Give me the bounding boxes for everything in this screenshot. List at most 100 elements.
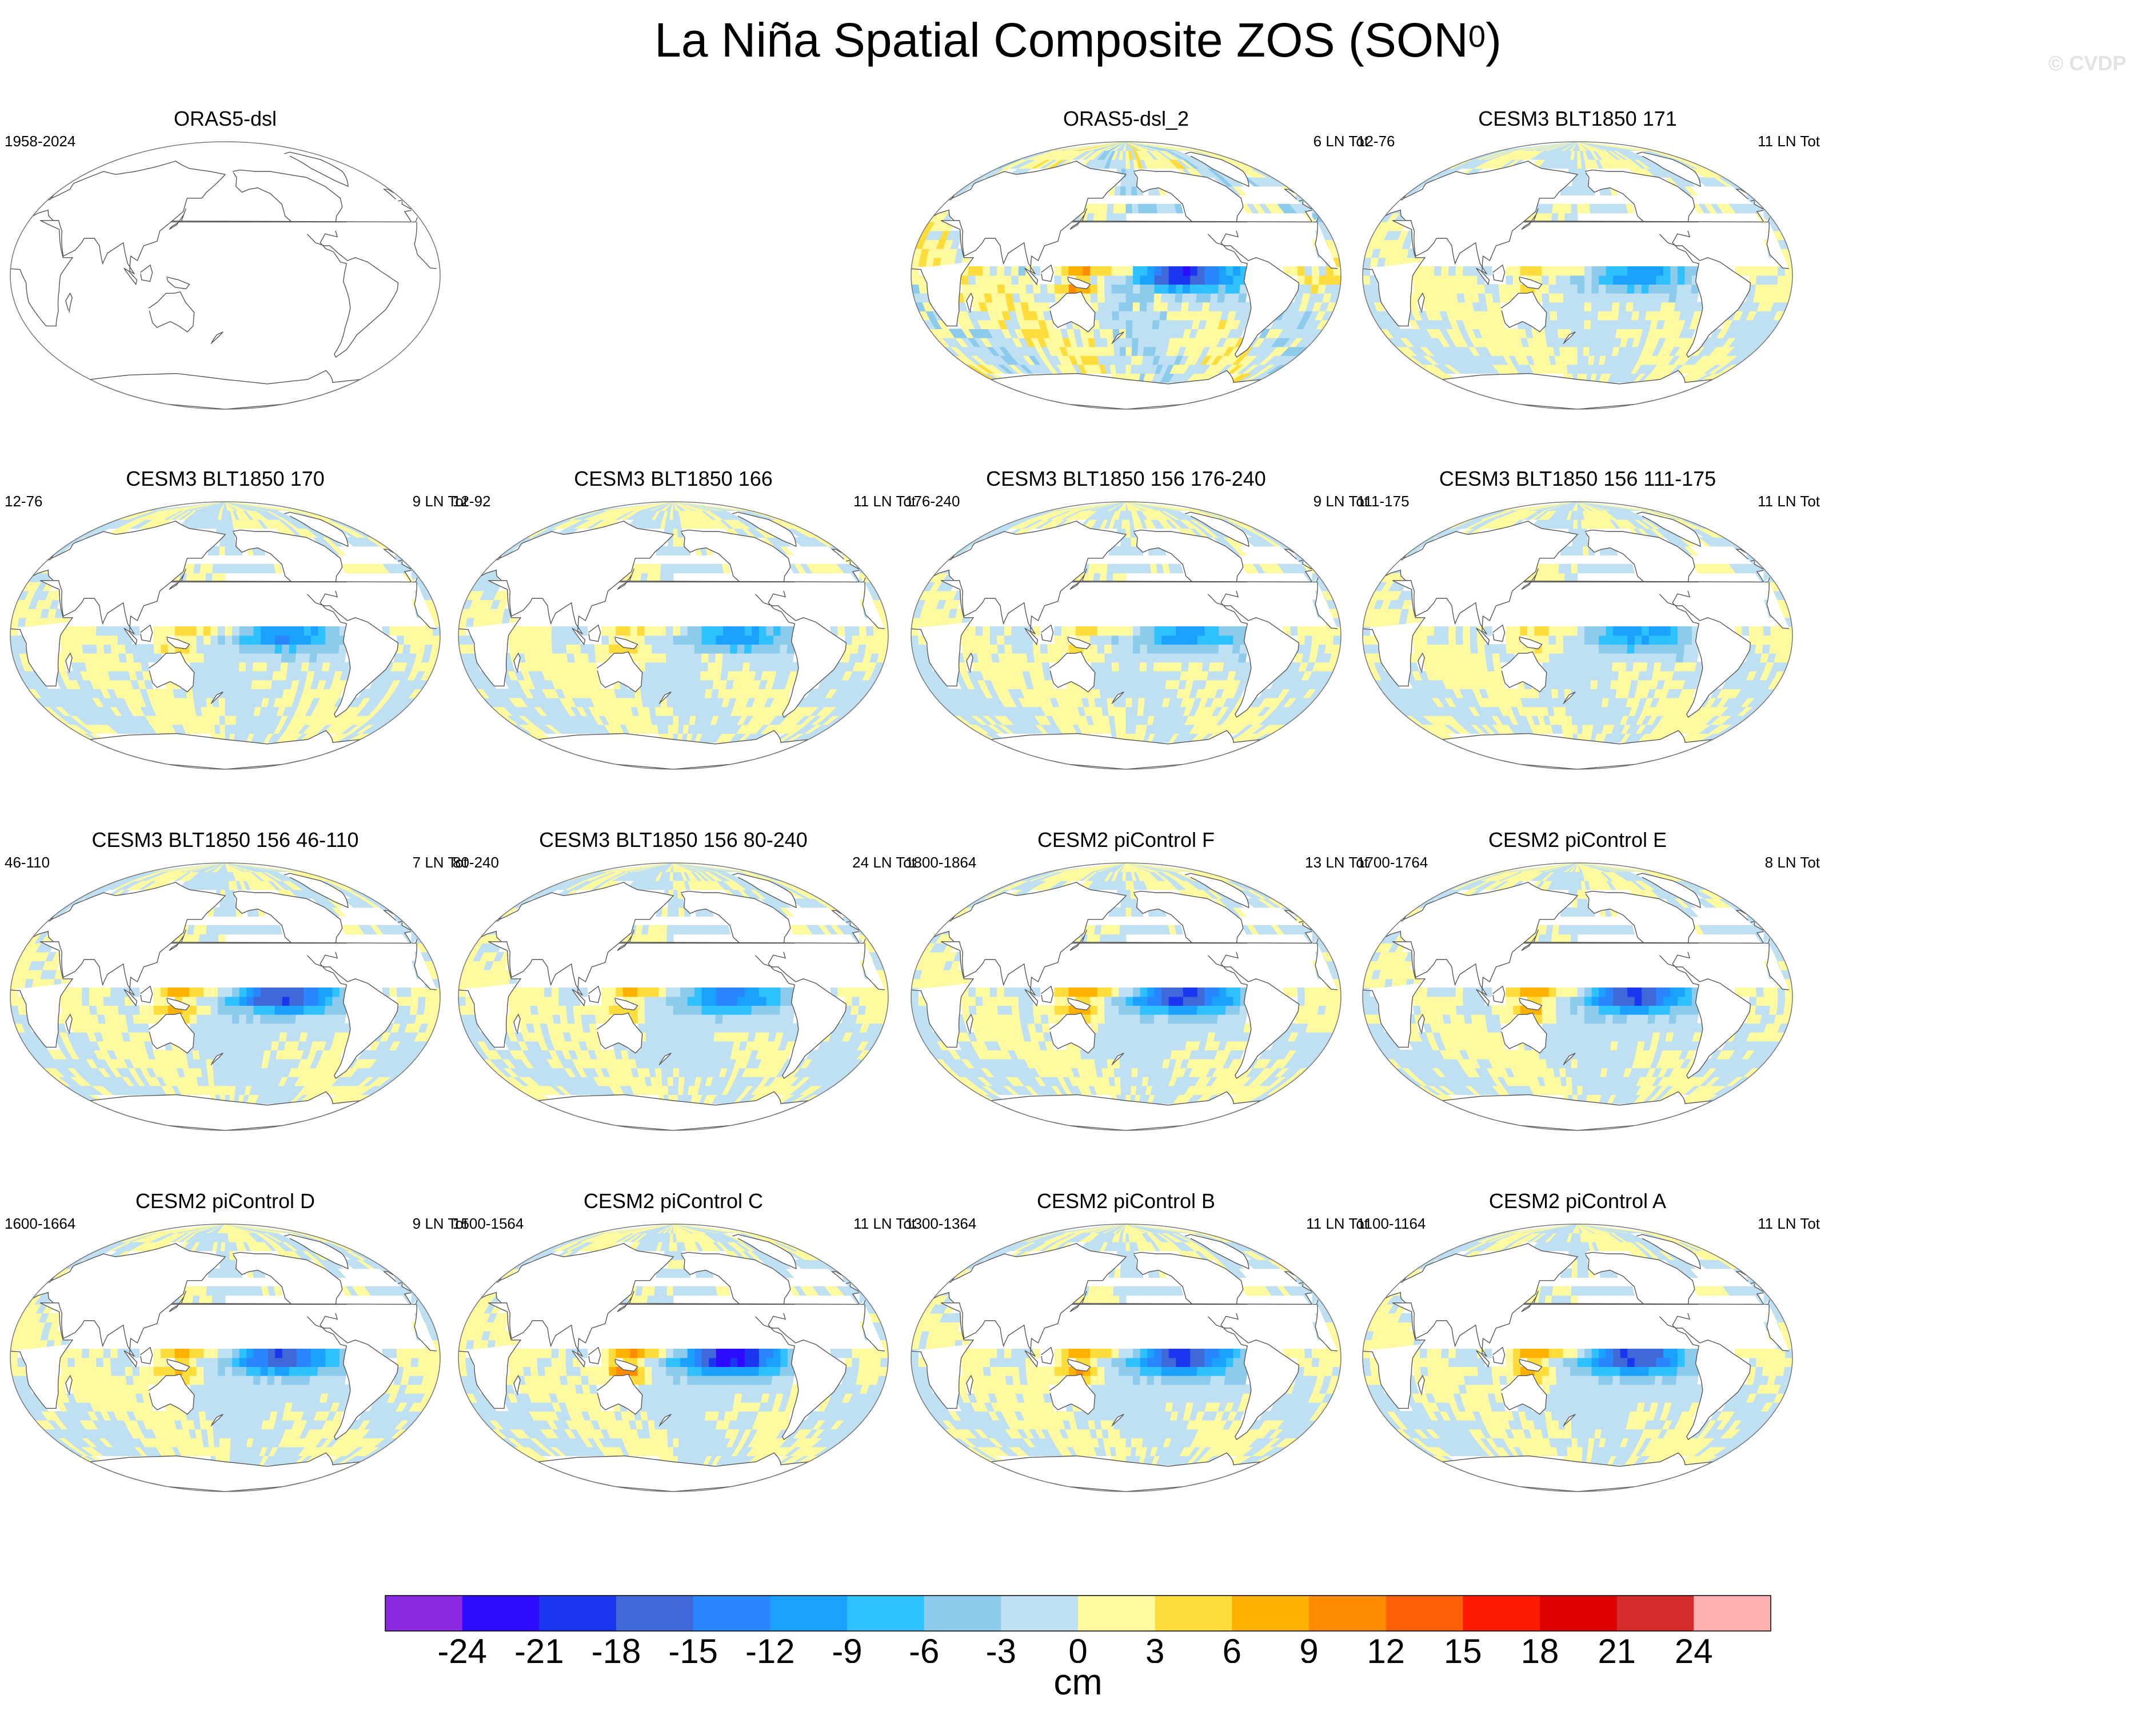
- panel-event-count: 9 LN Tot: [1313, 493, 1368, 510]
- colorbar-tick-label: -6: [909, 1632, 939, 1663]
- map-projection: [911, 501, 1341, 770]
- colorbar-unit: cm: [1053, 1661, 1103, 1702]
- colorbar: -24 -21 -18 -15 -12 -9 -6 -3 0 3 6 9 12 15 18 21 24: [385, 1595, 1771, 1663]
- map-panel: ORAS5-dsl_2 6 LN Tot: [909, 106, 1368, 413]
- panel-years-label: 1958-2024: [5, 133, 76, 150]
- colorbar-swatch: [1616, 1596, 1694, 1631]
- title-text: La Niña Spatial Composite ZOS (SON: [654, 13, 1468, 67]
- field-layer: [911, 142, 1341, 409]
- map-border: [458, 501, 889, 770]
- panel-title: CESM3 BLT1850 171: [1478, 107, 1677, 130]
- panel-title: CESM3 BLT1850 156 176-240: [986, 467, 1266, 490]
- panel-title: CESM3 BLT1850 156 46-110: [91, 828, 359, 851]
- panel-title: CESM3 BLT1850 166: [574, 467, 773, 490]
- map-projection: [10, 141, 441, 410]
- colorbar-tick-label: 21: [1598, 1632, 1636, 1663]
- panel-title: ORAS5-dsl_2: [1063, 107, 1189, 130]
- panel-title: CESM2 piControl D: [135, 1189, 316, 1213]
- map-projection: [911, 141, 1341, 410]
- colorbar-tick-label: -12: [745, 1632, 795, 1663]
- map-panel: CESM2 piControl A 1100-1164 11 LN Tot: [1357, 1189, 1820, 1495]
- field-layer: [458, 1224, 888, 1492]
- colorbar-swatch: [770, 1596, 848, 1631]
- panel-years-label: 111-175: [1357, 493, 1410, 510]
- map-projection: [1362, 862, 1793, 1131]
- map-panel: CESM3 BLT1850 156 176-240 176-240 9 LN Tot: [905, 466, 1368, 773]
- map-projection: [911, 862, 1341, 1131]
- map-panel: CESM2 piControl E 1700-1764 8 LN Tot: [1357, 827, 1820, 1134]
- map-border: [458, 862, 889, 1131]
- field-layer: [1363, 863, 1792, 1130]
- page-title: La Niña Spatial Composite ZOS (SON0): [0, 11, 2156, 69]
- field-layer: [458, 863, 888, 1130]
- map-panel: CESM3 BLT1850 156 111-175 111-175 11 LN To…: [1357, 466, 1820, 773]
- colorbar-swatch: [616, 1596, 694, 1631]
- colorbar-swatch: [693, 1596, 770, 1631]
- map-panel: CESM3 BLT1850 171 12-76 11 LN Tot: [1357, 106, 1820, 413]
- map-border: [458, 1224, 889, 1492]
- panel-title: CESM2 piControl E: [1488, 828, 1667, 851]
- panel-years-label: 1300-1364: [905, 1215, 977, 1232]
- map-border: [911, 141, 1341, 410]
- colorbar-swatch: [1309, 1596, 1387, 1631]
- field-layer: [458, 502, 888, 769]
- panel-years-label: 1100-1164: [1357, 1215, 1426, 1232]
- map-panel: CESM2 piControl D 1600-1664 9 LN Tot: [5, 1189, 468, 1495]
- colorbar-swatch: [1232, 1596, 1309, 1631]
- map-panel: CESM3 BLT1850 170 12-76 9 LN Tot: [5, 466, 468, 773]
- field-layer: [1363, 142, 1792, 409]
- colorbar-swatch: [1386, 1596, 1463, 1631]
- colorbar-tick-label: -24: [437, 1632, 487, 1663]
- map-projection: [10, 1224, 441, 1492]
- map-projection: [1362, 501, 1793, 770]
- panel-years-label: 12-92: [453, 493, 491, 510]
- panel-years-label: 12-76: [5, 493, 43, 510]
- colorbar-tick-label: -18: [592, 1632, 641, 1663]
- colorbar-tick-label: 18: [1521, 1632, 1559, 1663]
- panel-years-label: 1500-1564: [453, 1215, 524, 1232]
- title-superscript: 0: [1468, 19, 1486, 54]
- panel-event-count: 11 LN Tot: [1758, 1215, 1820, 1232]
- colorbar-tick-label: 3: [1145, 1632, 1164, 1663]
- colorbar-swatch: [1155, 1596, 1232, 1631]
- map-border: [10, 862, 441, 1131]
- map-panel: CESM3 BLT1850 166 12-92 11 LN Tot: [453, 466, 916, 773]
- field-layer: [911, 1224, 1341, 1492]
- map-projection: [458, 862, 889, 1131]
- panel-years-label: 1800-1864: [905, 854, 977, 871]
- colorbar-swatch: [1463, 1596, 1540, 1631]
- panel-event-count: 11 LN Tot: [1306, 1215, 1368, 1232]
- map-border: [10, 141, 441, 410]
- colorbar-swatch: [539, 1596, 617, 1631]
- panel-event-count: 7 LN Tot: [412, 854, 468, 871]
- map-panel: CESM3 BLT1850 156 80-240 80-240 24 LN Tot: [453, 827, 916, 1134]
- colorbar-tick-label: -3: [986, 1632, 1016, 1663]
- panel-title: CESM2 piControl F: [1037, 828, 1215, 851]
- map-border: [1362, 862, 1793, 1131]
- panel-event-count: 13 LN Tot: [1305, 854, 1368, 871]
- panel-event-count: 24 LN Tot: [852, 854, 916, 871]
- colorbar-tick-label: 12: [1367, 1632, 1405, 1663]
- panel-event-count: 8 LN Tot: [1764, 854, 1820, 871]
- map-border: [911, 862, 1341, 1131]
- panel-years-label: 12-76: [1357, 133, 1395, 150]
- colorbar-swatch: [924, 1596, 1001, 1631]
- field-layer: [10, 863, 440, 1130]
- colorbar-tick-label: 9: [1299, 1632, 1318, 1663]
- panel-years-label: 80-240: [453, 854, 499, 871]
- panel-event-count: 11 LN Tot: [1758, 133, 1820, 150]
- field-layer: [1363, 502, 1792, 769]
- panel-years-label: 46-110: [5, 854, 50, 871]
- field-layer: [911, 502, 1341, 769]
- colorbar-swatch: [1001, 1596, 1079, 1631]
- panel-title: CESM3 BLT1850 156 80-240: [539, 828, 808, 851]
- panel-years-label: 1600-1664: [5, 1215, 76, 1232]
- map-border: [1362, 1224, 1793, 1492]
- colorbar-swatch: [1540, 1596, 1618, 1631]
- map-projection: [458, 1224, 889, 1492]
- map-projection: [458, 501, 889, 770]
- panel-event-count: 11 LN Tot: [853, 493, 916, 510]
- map-projection: [10, 862, 441, 1131]
- panel-title: CESM3 BLT1850 156 111-175: [1439, 467, 1716, 490]
- colorbar-tick-label: -9: [832, 1632, 862, 1663]
